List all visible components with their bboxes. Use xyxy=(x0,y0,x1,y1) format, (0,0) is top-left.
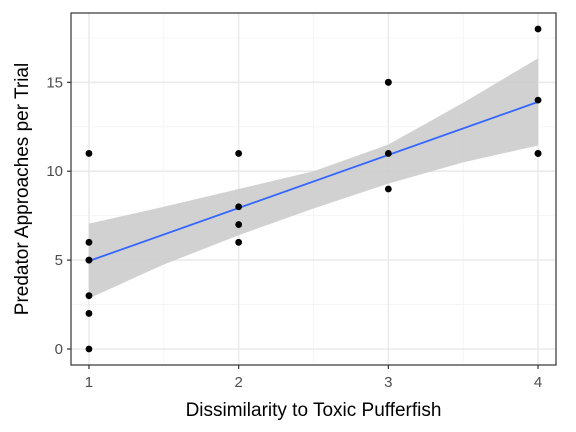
points-group xyxy=(85,25,542,353)
x-tick-label: 2 xyxy=(234,374,242,391)
data-point xyxy=(384,185,392,193)
x-axis-title: Dissimilarity to Toxic Pufferfish xyxy=(186,400,442,421)
data-point xyxy=(85,256,93,264)
y-tick-label: 10 xyxy=(46,163,63,180)
data-point xyxy=(534,96,542,104)
y-tick-label: 15 xyxy=(46,74,63,91)
data-point xyxy=(235,150,243,157)
y-tick-label: 5 xyxy=(55,252,63,269)
data-point xyxy=(384,78,392,86)
data-point xyxy=(384,150,392,157)
data-point xyxy=(85,310,93,317)
confidence-band xyxy=(88,58,539,299)
x-tick-label: 1 xyxy=(85,374,93,391)
data-point xyxy=(235,221,243,228)
regression-line xyxy=(88,101,539,262)
y-axis-title: Predator Approaches per Trial xyxy=(12,63,33,315)
x-tick-label: 4 xyxy=(534,374,542,391)
y-tick-label: 0 xyxy=(55,341,63,358)
data-point xyxy=(235,203,243,211)
data-point xyxy=(85,150,93,157)
confidence-band-group xyxy=(88,58,539,299)
axes: 1 2 3 4 0 5 10 15 xyxy=(46,74,542,391)
data-point xyxy=(235,238,243,246)
data-point xyxy=(534,150,542,157)
panel-border xyxy=(70,12,557,366)
data-point xyxy=(85,292,93,300)
data-point xyxy=(534,25,542,33)
data-point xyxy=(85,238,93,246)
fit-line-group xyxy=(88,101,539,262)
x-tick-label: 3 xyxy=(384,374,392,391)
data-point xyxy=(85,345,93,353)
